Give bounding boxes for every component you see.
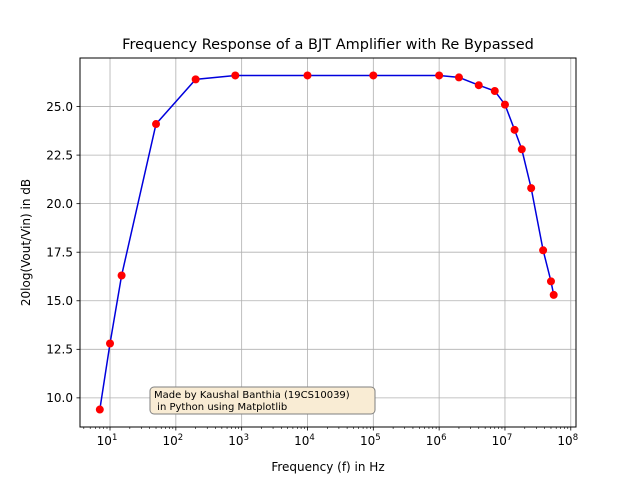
annotation-box xyxy=(149,386,376,415)
data-point xyxy=(510,125,519,134)
data-point xyxy=(435,71,444,80)
y-tick-label: 20.0 xyxy=(46,197,73,211)
y-tick-label: 10.0 xyxy=(46,391,73,405)
data-point xyxy=(546,277,555,286)
x-tick-label: 101 xyxy=(97,433,118,448)
x-tick-label: 102 xyxy=(162,433,183,448)
x-tick-label: 105 xyxy=(360,433,381,448)
data-point xyxy=(231,71,240,80)
data-point xyxy=(303,71,312,80)
y-tick-label: 12.5 xyxy=(46,343,73,357)
data-point xyxy=(106,339,115,348)
y-tick-label: 22.5 xyxy=(46,148,73,162)
x-tick-label: 103 xyxy=(228,433,249,448)
data-point xyxy=(191,75,200,84)
y-tick-label: 15.0 xyxy=(46,294,73,308)
data-point xyxy=(95,405,104,414)
y-tick-label: 25.0 xyxy=(46,100,73,114)
x-axis-label: Frequency (f) in Hz xyxy=(271,460,384,474)
data-point xyxy=(369,71,378,80)
x-tick-label: 106 xyxy=(426,433,447,448)
x-tick-label: 104 xyxy=(294,433,315,448)
y-axis-label: 20log(Vout/Vin) in dB xyxy=(19,179,33,306)
series-layer xyxy=(95,71,558,414)
data-point xyxy=(490,87,499,96)
x-tick-label: 107 xyxy=(492,433,513,448)
annotation-text: Made by Kaushal Banthia (19CS10039) in P… xyxy=(154,390,350,413)
data-point xyxy=(474,81,483,90)
plot-frame xyxy=(79,57,577,428)
chart-title: Frequency Response of a BJT Amplifier wi… xyxy=(122,37,534,53)
x-tick-label: 108 xyxy=(557,433,578,448)
tick-layer: 101 102 103 104 105 106 107 108 10.0 12.5 15.0 17.5… xyxy=(46,100,578,448)
data-point xyxy=(454,73,463,82)
data-point xyxy=(527,184,536,193)
data-point xyxy=(500,100,509,109)
data-point xyxy=(549,290,558,299)
data-point xyxy=(117,271,126,280)
data-point xyxy=(517,145,526,154)
data-point xyxy=(539,246,548,255)
y-tick-label: 17.5 xyxy=(46,245,73,259)
author-annotation: Made by Kaushal Banthia (19CS10039) in P… xyxy=(149,386,376,415)
data-point xyxy=(152,120,161,129)
